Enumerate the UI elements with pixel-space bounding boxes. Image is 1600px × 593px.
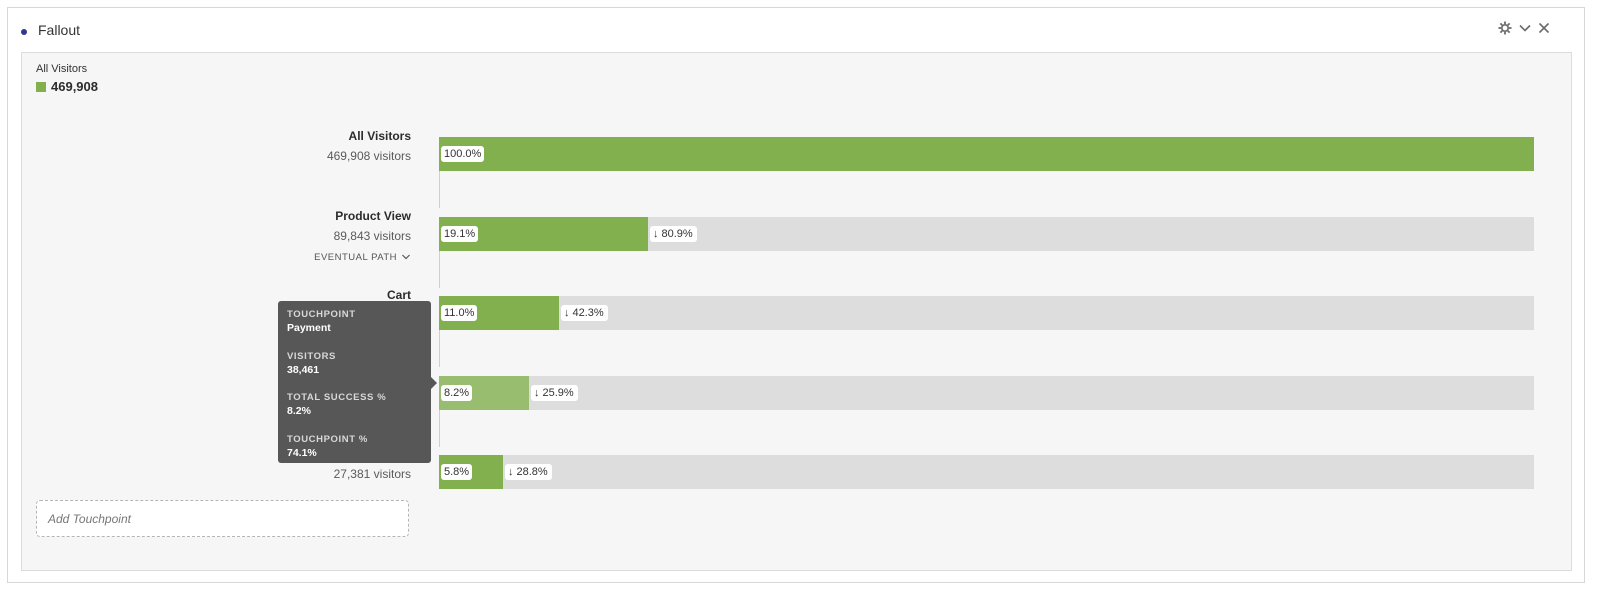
chevron-down-icon[interactable] xyxy=(1517,20,1533,36)
step-percent-label: 19.1% xyxy=(441,225,479,242)
step-bar-track[interactable]: 8.2% ↓ 25.9% xyxy=(439,375,1534,410)
step-connector-line xyxy=(439,250,440,288)
step-bar-fill[interactable] xyxy=(439,137,1534,171)
tooltip-touchpoint-pct-value: 74.1% xyxy=(287,447,317,459)
add-touchpoint-label: Add Touchpoint xyxy=(48,512,131,526)
tooltip-touchpoint-value: Payment xyxy=(287,322,331,334)
fallout-step: 8.2% ↓ 25.9% xyxy=(22,368,1571,448)
panel-status-dot xyxy=(21,29,27,35)
step-percent-label: 8.2% xyxy=(441,384,473,401)
step-dropoff-value: 80.9% xyxy=(661,227,693,240)
step-dropoff-label: ↓ 25.9% xyxy=(531,384,578,401)
step-percent-label: 100.0% xyxy=(441,146,485,162)
step-name[interactable]: All Visitors xyxy=(348,129,411,143)
eventual-path-label: EVENTUAL PATH xyxy=(314,251,397,263)
gear-icon[interactable] xyxy=(1497,20,1513,36)
step-percent-label: 11.0% xyxy=(441,305,478,321)
step-bar-track[interactable]: 5.8% ↓ 28.8% xyxy=(439,455,1534,489)
eventual-path-toggle[interactable]: EVENTUAL PATH xyxy=(314,252,411,263)
step-bar-track[interactable]: 100.0% xyxy=(439,137,1534,171)
fallout-step: 27,381 visitors 5.8% ↓ 28.8% xyxy=(22,447,1571,527)
touchpoint-tooltip: TOUCHPOINT Payment VISITORS 38,461 TOTAL… xyxy=(278,301,437,463)
panel-title: Fallout xyxy=(38,22,81,38)
step-dropoff-value: 28.8% xyxy=(516,466,548,478)
tooltip-visitors-value: 38,461 xyxy=(287,364,320,376)
close-icon[interactable] xyxy=(1536,20,1552,36)
step-name[interactable]: Product View xyxy=(335,208,411,223)
add-touchpoint-dropzone[interactable]: Add Touchpoint xyxy=(36,500,409,537)
fallout-panel: Fallout All Visitors 469,908 All Visitor… xyxy=(7,7,1585,583)
down-arrow-icon: ↓ xyxy=(564,307,570,319)
tooltip-touchpoint-label: TOUCHPOINT xyxy=(287,309,356,320)
step-visitors: 469,908 visitors xyxy=(326,149,411,163)
legend-swatch xyxy=(36,82,46,92)
step-bar-track[interactable]: 19.1% ↓ 80.9% xyxy=(439,216,1534,251)
step-connector-line xyxy=(439,330,440,367)
tooltip-visitors-label: VISITORS xyxy=(287,351,336,362)
chevron-down-icon xyxy=(402,254,410,260)
tooltip-success-value: 8.2% xyxy=(287,405,311,417)
legend-value: 469,908 xyxy=(51,79,98,94)
step-visitors: 27,381 visitors xyxy=(333,467,411,481)
legend-title: All Visitors xyxy=(36,63,88,75)
fallout-step: Product View 89,843 visitors EVENTUAL PATH… xyxy=(22,209,1571,289)
step-dropoff-value: 42.3% xyxy=(572,307,604,319)
down-arrow-icon: ↓ xyxy=(534,386,540,399)
step-connector-line xyxy=(439,171,440,208)
down-arrow-icon: ↓ xyxy=(508,466,514,478)
fallout-visualization: All Visitors 469,908 All Visitors 469,908… xyxy=(21,52,1572,571)
step-dropoff-value: 25.9% xyxy=(542,386,574,399)
fallout-step: All Visitors 469,908 visitors 100.0% xyxy=(22,129,1571,209)
step-visitors: 89,843 visitors xyxy=(333,228,411,243)
panel-header: Fallout xyxy=(8,8,1584,52)
down-arrow-icon: ↓ xyxy=(653,227,659,240)
tooltip-touchpoint-pct-label: TOUCHPOINT % xyxy=(287,434,368,445)
tooltip-success-label: TOTAL SUCCESS % xyxy=(287,392,387,403)
fallout-step: Cart 11.0% ↓ 42.3% xyxy=(22,288,1571,368)
step-name[interactable]: Cart xyxy=(386,288,411,302)
step-connector-line xyxy=(439,409,440,447)
step-dropoff-label: ↓ 80.9% xyxy=(650,225,697,242)
step-bar-track[interactable]: 11.0% ↓ 42.3% xyxy=(439,296,1534,330)
step-dropoff-label: ↓ 42.3% xyxy=(561,305,608,321)
step-percent-label: 5.8% xyxy=(441,464,473,480)
step-dropoff-label: ↓ 28.8% xyxy=(505,464,552,480)
